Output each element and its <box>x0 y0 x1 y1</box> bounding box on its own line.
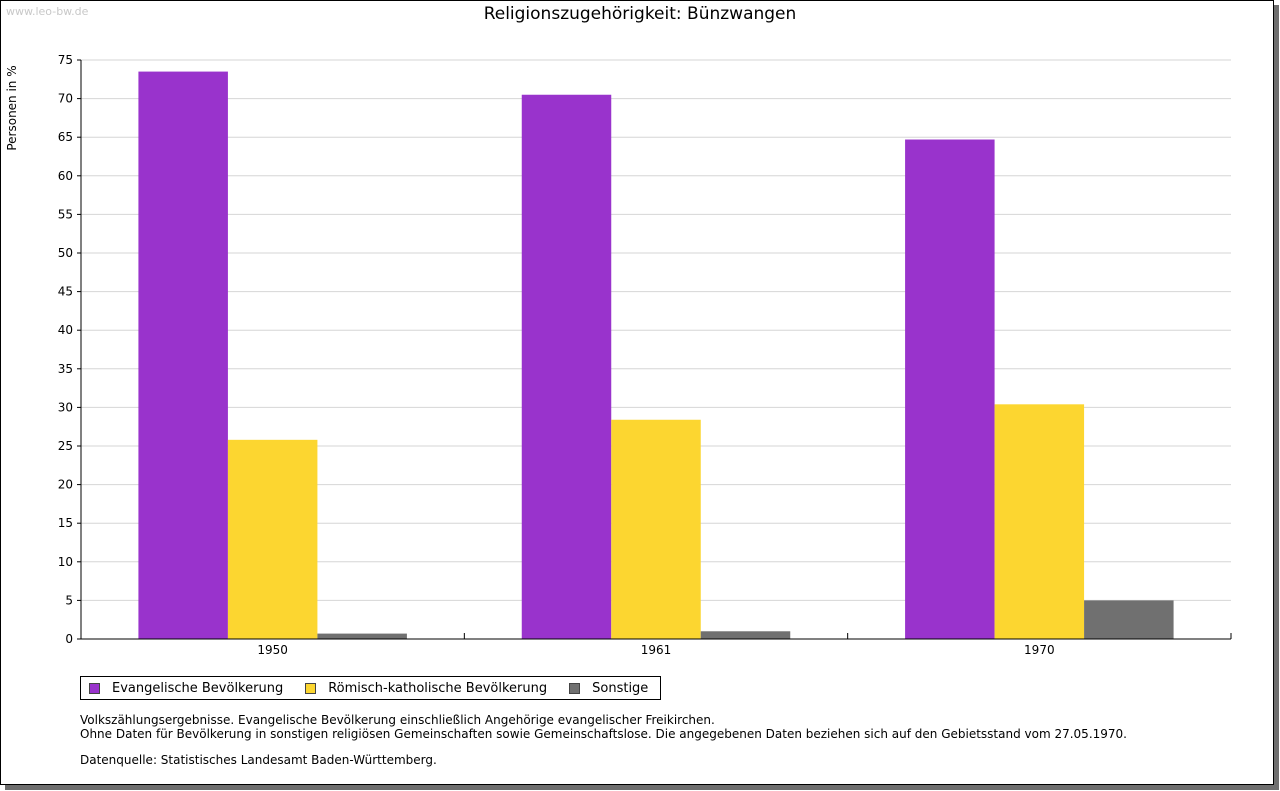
bars <box>138 71 1174 640</box>
footnote-line-2: Ohne Daten für Bevölkerung in sonstigen … <box>80 727 1127 741</box>
x-tick-label: 1961 <box>641 643 672 657</box>
chart-title: Religionszugehörigkeit: Bünzwangen <box>483 4 797 24</box>
legend: Evangelische Bevölkerung Römisch-katholi… <box>80 676 662 700</box>
bar-evangelische-bev-lkerung-1961 <box>521 94 612 640</box>
legend-item-katholisch: Römisch-katholische Bevölkerung <box>305 681 547 696</box>
legend-swatch-sonstige <box>569 682 581 694</box>
legend-item-sonstige: Sonstige <box>569 681 648 696</box>
bar-sonstige-1961 <box>700 631 791 639</box>
tick-labels: 0 5 10 15 20 25 30 35 40 45 50 55 60 65 70 75 1950 1961 19… <box>58 53 1055 657</box>
bar-evangelische-bev-lkerung-1970 <box>905 139 995 640</box>
bar-r-misch-katholische-bev-lkerung-1961 <box>611 419 701 639</box>
y-tick-label: 70 <box>58 92 73 106</box>
y-tick-label: 20 <box>58 478 73 492</box>
legend-swatch-evangelisch <box>89 682 100 694</box>
y-tick-label: 55 <box>58 207 73 221</box>
bar-evangelische-bev-lkerung-1950 <box>138 71 228 639</box>
bar-r-misch-katholische-bev-lkerung-1950 <box>227 439 318 639</box>
x-tick-label: 1950 <box>257 643 288 657</box>
legend-label-evangelisch: Evangelische Bevölkerung <box>112 680 284 696</box>
bar-r-misch-katholische-bev-lkerung-1970 <box>994 404 1085 639</box>
legend-label-sonstige: Sonstige <box>592 680 649 696</box>
legend-item-evangelisch: Evangelische Bevölkerung <box>89 681 283 696</box>
y-tick-label: 10 <box>58 555 73 569</box>
axes <box>77 59 1232 640</box>
legend-label-katholisch: Römisch-katholische Bevölkerung <box>328 680 548 696</box>
y-tick-label: 40 <box>58 323 73 337</box>
y-tick-label: 75 <box>58 53 73 67</box>
bar-sonstige-1950 <box>317 633 407 639</box>
y-tick-label: 5 <box>65 593 73 607</box>
footnote-line-1: Volkszählungsergebnisse. Evangelische Be… <box>80 713 715 727</box>
y-tick-label: 0 <box>65 632 73 646</box>
data-source: Datenquelle: Statistisches Landesamt Bad… <box>80 753 437 767</box>
y-tick-label: 60 <box>58 169 73 183</box>
watermark: www.leo-bw.de <box>6 5 89 18</box>
x-tick-label: 1970 <box>1024 643 1055 657</box>
y-tick-label: 65 <box>58 130 73 144</box>
y-tick-label: 30 <box>58 400 73 414</box>
footnotes: Volkszählungsergebnisse. Evangelische Be… <box>80 713 1127 767</box>
y-tick-label: 45 <box>58 285 73 299</box>
y-tick-label: 25 <box>58 439 73 453</box>
bar-sonstige-1970 <box>1084 600 1174 639</box>
y-tick-label: 15 <box>58 516 73 530</box>
y-tick-label: 50 <box>58 246 73 260</box>
y-tick-label: 35 <box>58 362 73 376</box>
legend-swatch-katholisch <box>305 682 317 694</box>
